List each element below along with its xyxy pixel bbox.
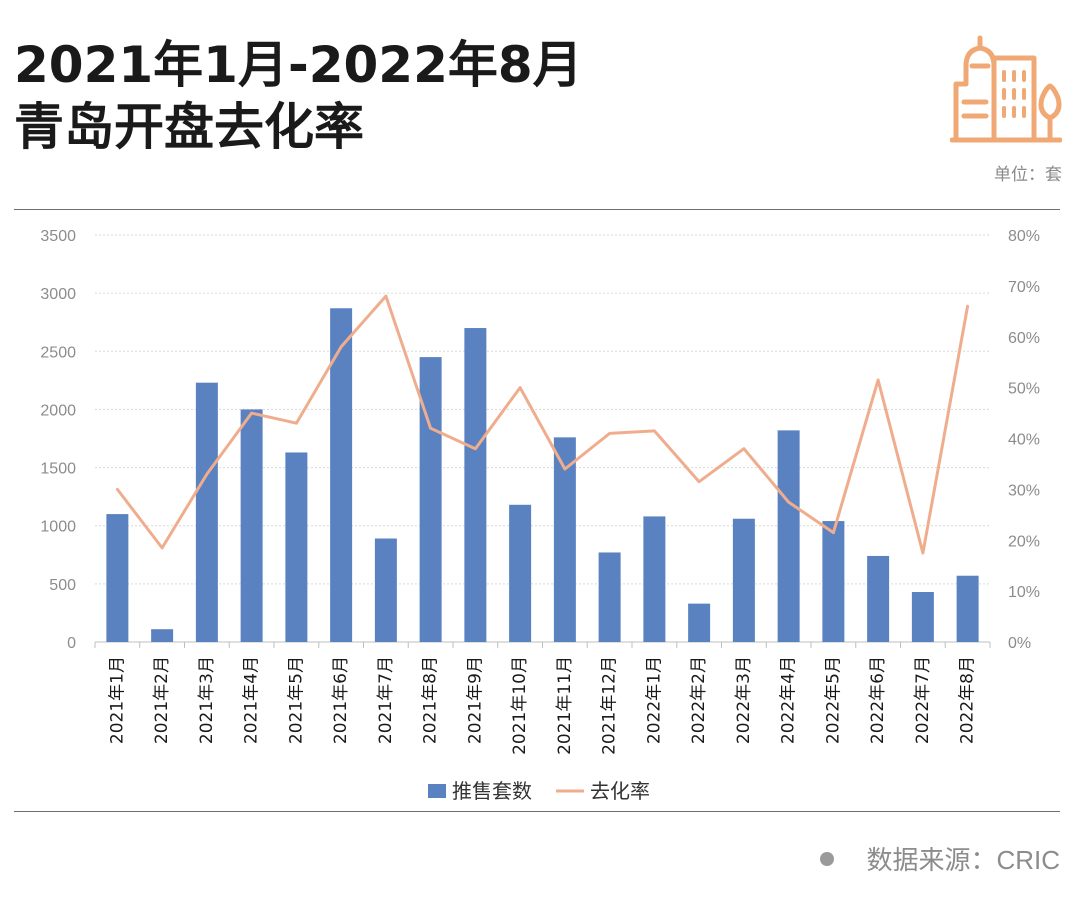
y-right-tick-label: 80% (1008, 228, 1040, 245)
y-right-tick-label: 30% (1008, 482, 1040, 499)
page-title: 2021年1月-2022年8月 青岛开盘去化率 (14, 34, 583, 158)
title-line-2: 青岛开盘去化率 (14, 98, 364, 156)
x-tick-label: 2021年10月 (510, 656, 530, 755)
bar-11 (553, 437, 576, 642)
bar-13 (643, 516, 666, 642)
data-source: 数据来源：CRIC (820, 840, 1060, 877)
legend-bar-swatch (428, 784, 446, 798)
bar-9 (464, 328, 487, 642)
x-tick-label: 2021年1月 (107, 656, 127, 744)
x-tick-label: 2022年6月 (868, 656, 888, 744)
bar-5 (285, 452, 308, 642)
title-line-1: 2021年1月-2022年8月 (14, 36, 583, 94)
bar-16 (777, 430, 800, 642)
bar-18 (867, 555, 890, 642)
x-tick-label: 2021年11月 (555, 656, 575, 755)
y-right-tick-label: 70% (1008, 279, 1040, 296)
y-left-tick-label: 3500 (40, 228, 76, 245)
x-tick-label: 2021年4月 (242, 656, 262, 744)
x-tick-label: 2021年6月 (331, 656, 351, 744)
x-tick-label: 2022年1月 (644, 656, 664, 744)
bar-19 (911, 591, 934, 642)
bar-8 (419, 357, 442, 642)
y-right-tick-label: 60% (1008, 330, 1040, 347)
bar-6 (330, 308, 353, 642)
bar-7 (374, 538, 397, 642)
y-right-tick-label: 20% (1008, 533, 1040, 550)
x-tick-label: 2021年2月 (152, 656, 172, 744)
bar-3 (195, 382, 218, 642)
y-left-tick-label: 2000 (40, 402, 76, 419)
bar-4 (240, 409, 263, 642)
bar-20 (956, 575, 979, 642)
x-tick-label: 2022年7月 (913, 656, 933, 744)
y-right-tick-label: 10% (1008, 584, 1040, 601)
bottom-divider (14, 811, 1060, 812)
top-divider (14, 209, 1060, 210)
x-tick-label: 2022年3月 (734, 656, 754, 744)
y-left-tick-label: 0 (67, 635, 76, 652)
y-left-tick-label: 3000 (40, 286, 76, 303)
bar-12 (598, 552, 621, 642)
building-icon (950, 35, 1062, 143)
x-tick-label: 2021年7月 (376, 656, 396, 744)
x-tick-label: 2021年3月 (197, 656, 217, 744)
bar-17 (822, 521, 845, 642)
x-tick-label: 2021年12月 (600, 656, 620, 755)
y-left-tick-label: 1000 (40, 519, 76, 536)
legend-bar-label: 推售套数 (452, 779, 532, 803)
x-tick-label: 2021年8月 (421, 656, 441, 744)
bullet-icon (820, 852, 835, 867)
legend-line-label: 去化率 (590, 779, 650, 803)
y-right-tick-label: 0% (1008, 635, 1031, 652)
x-tick-label: 2022年5月 (823, 656, 843, 744)
x-tick-label: 2022年8月 (958, 656, 978, 744)
bar-14 (688, 603, 711, 642)
data-source-text: 数据来源：CRIC (866, 845, 1060, 875)
y-left-tick-label: 500 (49, 577, 76, 594)
x-tick-label: 2021年9月 (465, 656, 485, 744)
y-right-tick-label: 50% (1008, 381, 1040, 398)
bar-2 (151, 629, 174, 642)
x-tick-label: 2022年2月 (689, 656, 709, 744)
y-left-tick-label: 2500 (40, 344, 76, 361)
line-series-qhl (115, 294, 970, 555)
bar-15 (732, 518, 755, 642)
bar-10 (509, 504, 532, 642)
y-left-tick-label: 1500 (40, 461, 76, 478)
bar-1 (106, 514, 129, 642)
x-tick-label: 2021年5月 (286, 656, 306, 744)
x-tick-label: 2022年4月 (779, 656, 799, 744)
chart: 0 500 1000 1500 2000 2500 3000 3500 0% 10% 20% 30% 4… (40, 228, 1040, 803)
unit-label: 单位：套 (994, 165, 1062, 185)
y-right-tick-label: 40% (1008, 432, 1040, 449)
